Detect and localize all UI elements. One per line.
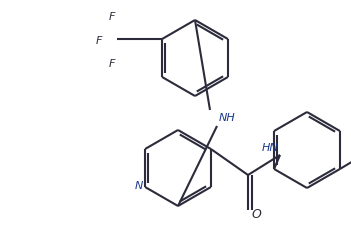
Text: HN: HN — [261, 143, 278, 153]
Text: NH: NH — [219, 113, 236, 123]
Text: F: F — [109, 59, 115, 69]
Text: O: O — [251, 207, 261, 221]
Text: F: F — [96, 36, 102, 46]
Text: F: F — [109, 12, 115, 22]
Text: N: N — [135, 181, 143, 191]
